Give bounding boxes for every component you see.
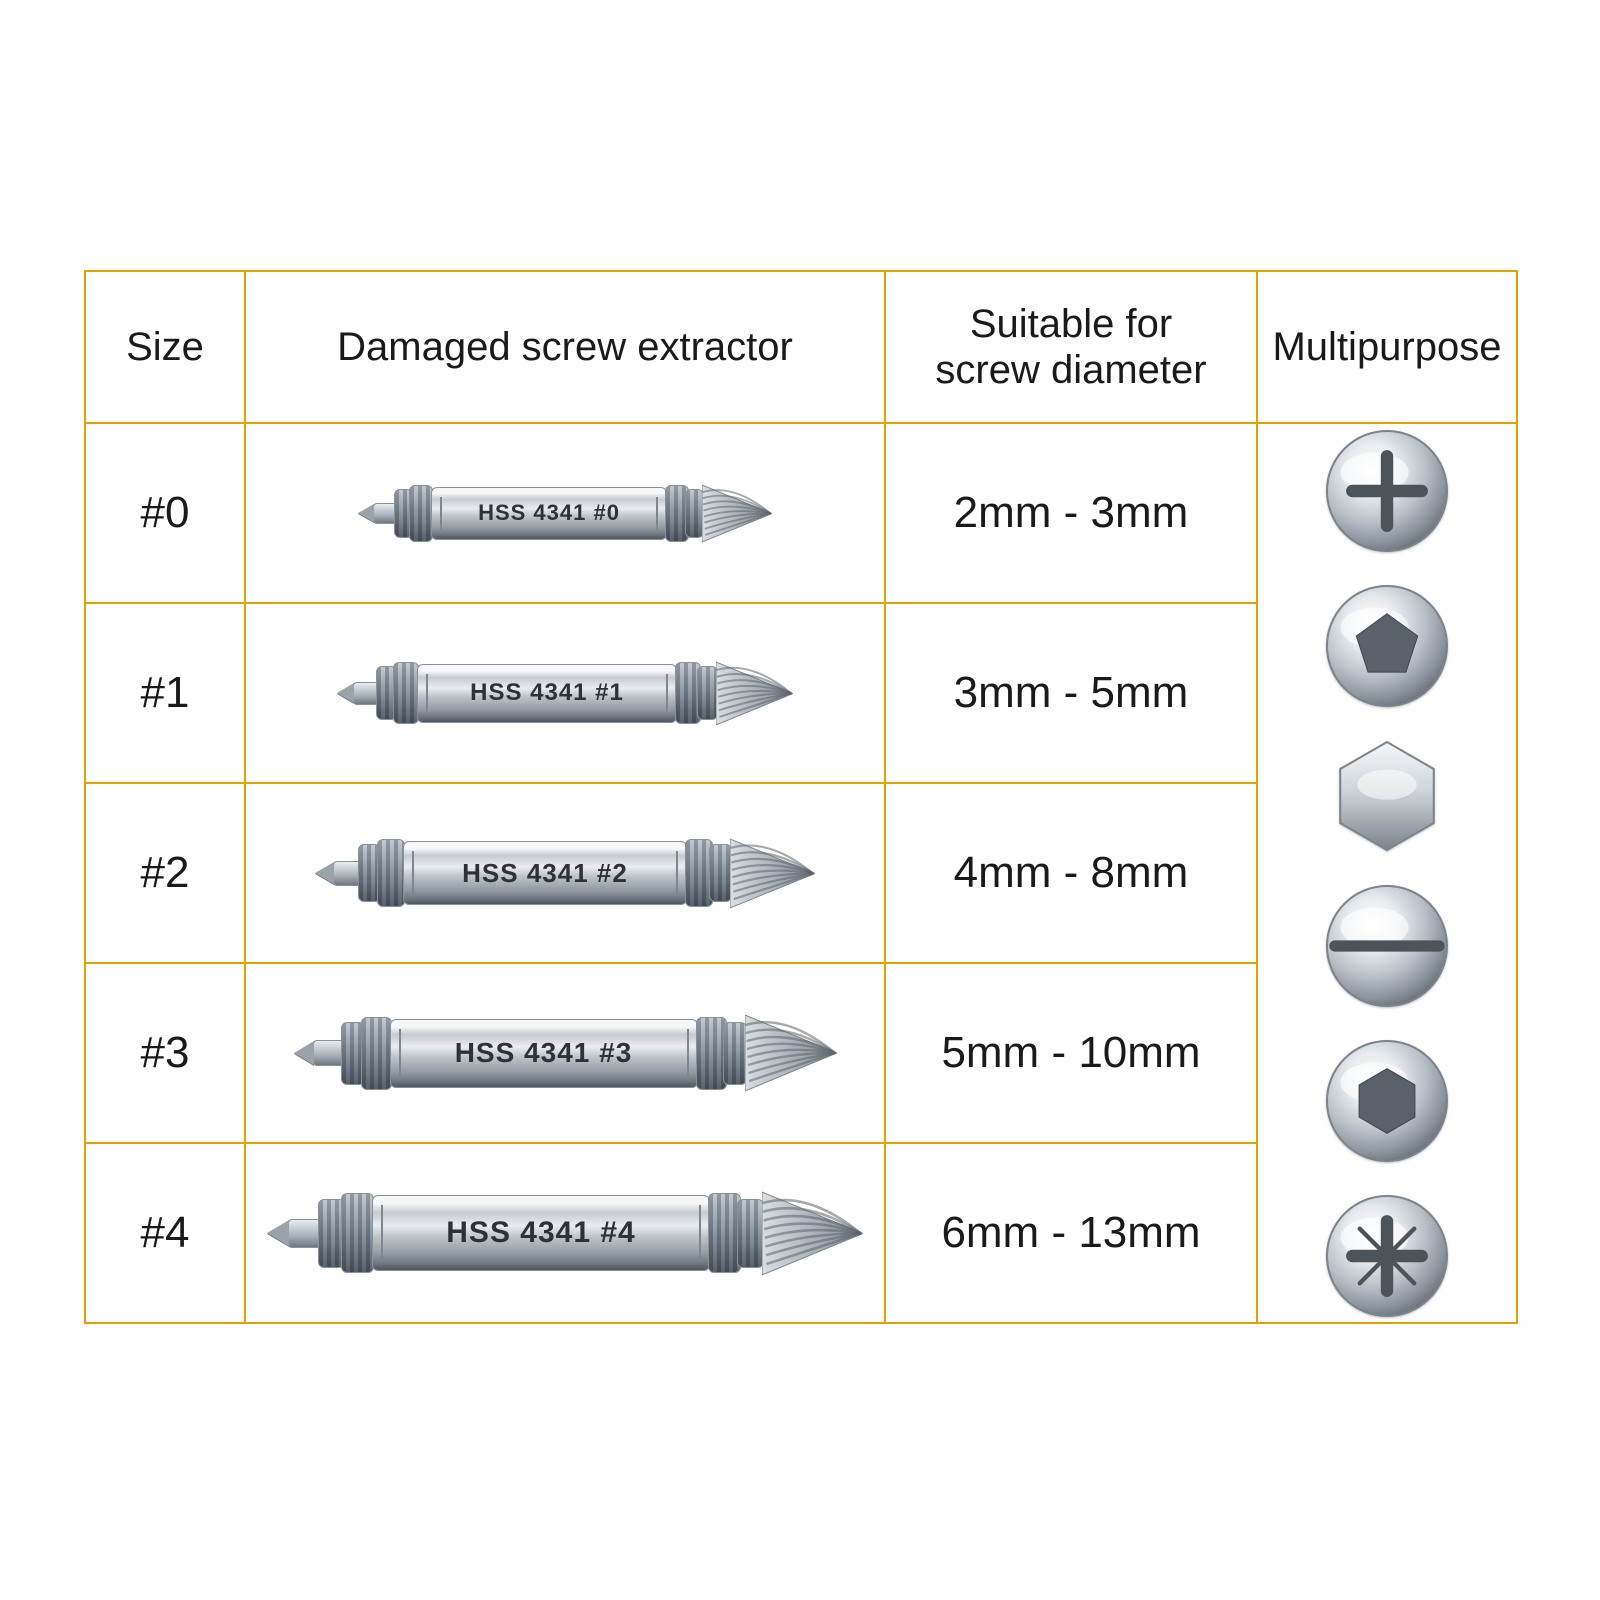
collar-icon	[409, 485, 433, 542]
collar-icon	[341, 1193, 374, 1273]
extractor-tip-icon	[745, 1013, 837, 1093]
extractor-tip-icon	[730, 837, 815, 910]
extractor-tip-icon	[702, 483, 772, 544]
screw-head-pozidriv-icon	[1325, 1194, 1449, 1318]
bit-label: HSS 4341 #4	[446, 1216, 635, 1250]
col-extractor: Damaged screw extractor	[245, 271, 885, 423]
collar-icon	[737, 1199, 764, 1268]
cell-diameter: 2mm - 3mm	[885, 423, 1257, 603]
screw-head-pentagon-icon	[1325, 584, 1449, 708]
extractor-cone-icon	[745, 1013, 837, 1093]
drill-tip-icon	[358, 503, 396, 524]
cell-size: #1	[85, 603, 245, 783]
col-diameter: Suitable forscrew diameter	[885, 271, 1257, 423]
extractor-cone-icon	[730, 837, 815, 910]
cell-multipurpose	[1257, 423, 1517, 1323]
header-row: Size Damaged screw extractor Suitable fo…	[85, 271, 1517, 423]
cell-extractor: HSS 4341 #3	[245, 963, 885, 1143]
col-multipurpose: Multipurpose	[1257, 271, 1517, 423]
bit-label: HSS 4341 #2	[462, 858, 628, 889]
extractor-tip-icon	[716, 660, 793, 727]
cell-diameter: 3mm - 5mm	[885, 603, 1257, 783]
cell-extractor: HSS 4341 #2	[245, 783, 885, 963]
drill-tip-icon	[267, 1219, 320, 1248]
extractor-cone-icon	[716, 660, 793, 727]
bit-label: HSS 4341 #1	[470, 679, 624, 707]
screw-head-hex-socket-icon	[1325, 1039, 1449, 1163]
bit-label: HSS 4341 #0	[478, 500, 620, 526]
collar-icon	[709, 844, 732, 902]
drill-tip-icon	[337, 682, 378, 705]
collar-icon	[361, 1017, 392, 1090]
cell-diameter: 6mm - 13mm	[885, 1143, 1257, 1323]
cell-extractor: HSS 4341 #4	[245, 1143, 885, 1323]
drill-tip-icon	[315, 861, 360, 886]
bit-label: HSS 4341 #3	[455, 1037, 633, 1069]
col-size: Size	[85, 271, 245, 423]
screw-head-slot-icon	[1325, 884, 1449, 1008]
extractor-cone-icon	[762, 1190, 863, 1277]
collar-icon	[393, 662, 419, 724]
table: Size Damaged screw extractor Suitable fo…	[84, 270, 1518, 1324]
cell-size: #3	[85, 963, 245, 1143]
size-chart: Size Damaged screw extractor Suitable fo…	[84, 270, 1516, 1324]
cell-size: #2	[85, 783, 245, 963]
extractor-cone-icon	[702, 483, 772, 544]
screw-head-phillips-icon	[1325, 429, 1449, 553]
cell-size: #0	[85, 423, 245, 603]
collar-icon	[697, 666, 718, 720]
cell-extractor: HSS 4341 #0	[245, 423, 885, 603]
cell-diameter: 5mm - 10mm	[885, 963, 1257, 1143]
drill-tip-icon	[294, 1040, 343, 1066]
cell-size: #4	[85, 1143, 245, 1323]
cell-extractor: HSS 4341 #1	[245, 603, 885, 783]
screw-head-hex-nut-icon	[1330, 739, 1444, 853]
table-row: #0 HSS 4341 #0	[85, 423, 1517, 603]
collar-icon	[723, 1022, 747, 1085]
collar-icon	[377, 839, 405, 907]
cell-diameter: 4mm - 8mm	[885, 783, 1257, 963]
extractor-tip-icon	[762, 1190, 863, 1277]
